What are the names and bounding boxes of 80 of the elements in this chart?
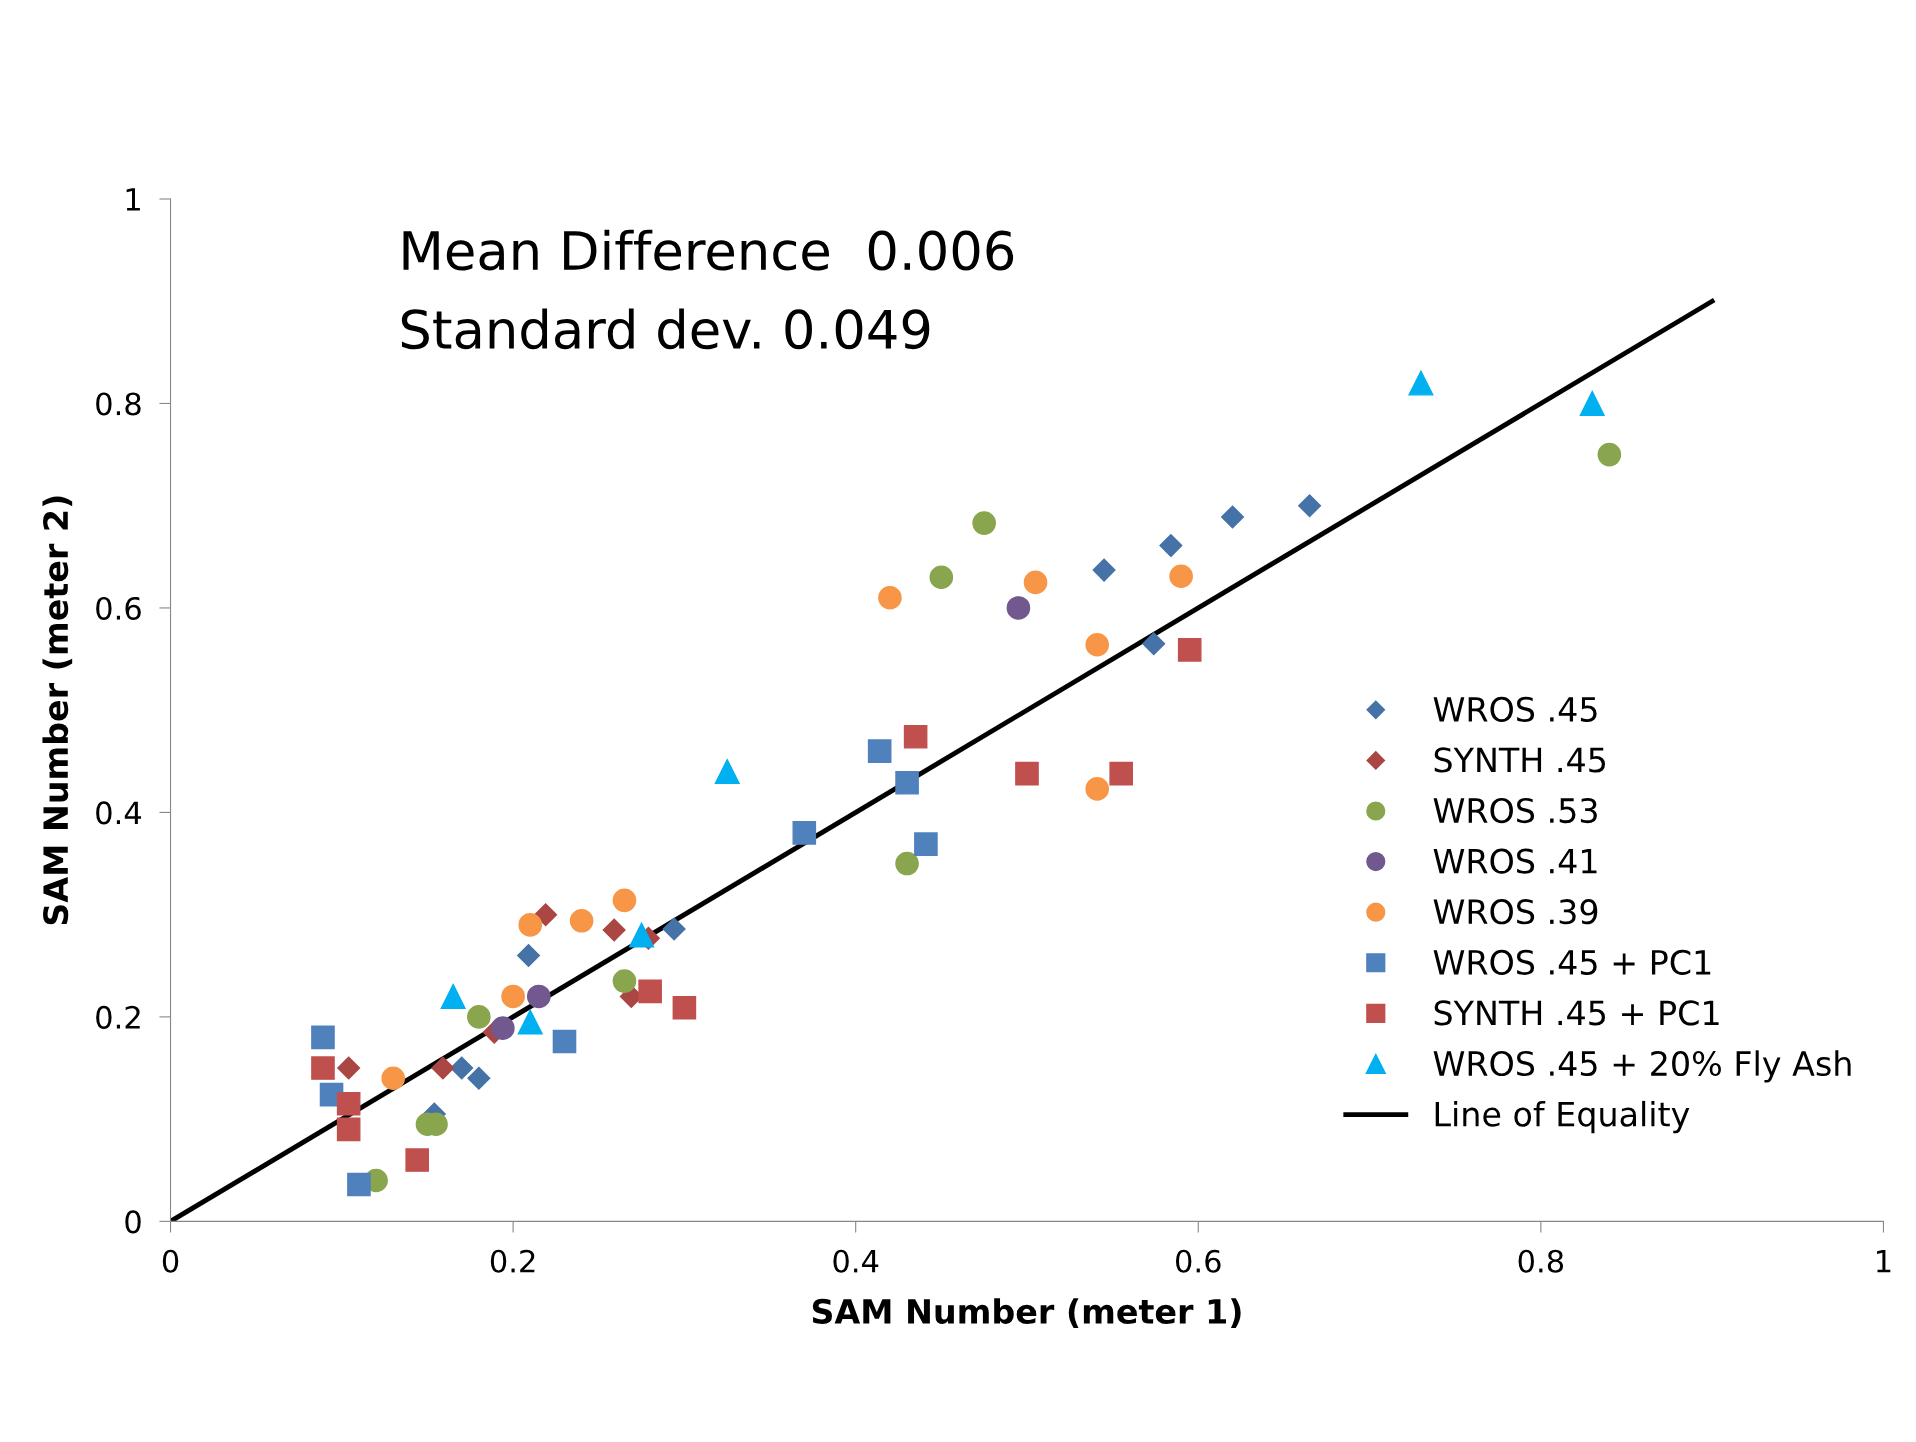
point <box>878 585 902 610</box>
x-tick-label: 0.2 <box>490 1249 535 1273</box>
point <box>1142 632 1166 656</box>
point <box>467 1066 491 1090</box>
point <box>903 724 928 749</box>
legend-label: WROS .41 <box>1433 848 1597 874</box>
point <box>517 1009 543 1035</box>
x-tick-label: 0 <box>162 1249 179 1273</box>
point <box>602 918 626 942</box>
point <box>517 944 541 968</box>
point <box>501 984 525 1009</box>
legend-label: SYNTH .45 <box>1434 747 1606 773</box>
point <box>569 908 594 933</box>
point <box>1015 761 1039 786</box>
y-axis-title: SAM Number (meter 2) <box>42 496 73 925</box>
point <box>431 1056 455 1080</box>
x-tick-label: 1 <box>1877 1250 1891 1273</box>
x-axis-title: SAM Number (meter 1) <box>812 1298 1241 1328</box>
point <box>662 917 686 941</box>
point <box>467 1005 491 1029</box>
annotation: Mean Difference 0.006 <box>403 229 1014 271</box>
point <box>1169 564 1193 589</box>
point <box>450 1056 474 1080</box>
x-tick-label: 0.8 <box>1518 1249 1564 1273</box>
point <box>914 832 938 856</box>
point <box>1023 570 1048 595</box>
point <box>972 511 996 535</box>
point <box>1298 494 1322 518</box>
point <box>895 851 919 876</box>
point <box>311 1025 335 1050</box>
y-tick-label: 0.6 <box>96 596 141 620</box>
point <box>526 984 551 1009</box>
legend-label: WROS .45 + 20% Fly Ash <box>1433 1050 1851 1083</box>
legend-label: WROS .45 + PC1 <box>1433 949 1711 975</box>
point <box>1408 370 1434 396</box>
y-tick-label: 0 <box>125 1210 141 1234</box>
point <box>1006 596 1031 620</box>
point <box>311 1056 335 1080</box>
point <box>534 903 558 927</box>
point <box>1109 761 1133 786</box>
x-tick-label: 0.4 <box>833 1249 879 1273</box>
legend-label: WROS .45 <box>1433 696 1597 722</box>
y-tick-label: 0.2 <box>96 1005 140 1029</box>
point <box>895 770 919 795</box>
legend-label: SYNTH .45 + PC1 <box>1434 1000 1719 1026</box>
point <box>1085 777 1110 801</box>
point <box>638 979 662 1004</box>
point <box>347 1172 371 1197</box>
point <box>672 995 697 1020</box>
point <box>714 759 740 785</box>
x-tick-label: 0.6 <box>1175 1249 1221 1273</box>
point <box>612 969 637 993</box>
point <box>612 888 637 913</box>
point <box>1597 442 1622 467</box>
point <box>381 1066 406 1091</box>
point <box>337 1056 361 1080</box>
point <box>518 913 543 937</box>
legend-label: WROS .53 <box>1433 797 1597 824</box>
point <box>867 739 892 763</box>
y-tick-label: 1 <box>126 188 140 211</box>
legend-label: WROS .39 <box>1433 899 1598 925</box>
point <box>552 1029 577 1054</box>
point <box>405 1148 429 1172</box>
y-tick-label: 0.4 <box>96 801 142 825</box>
point <box>1177 638 1202 662</box>
point <box>491 1016 515 1040</box>
point <box>629 922 655 948</box>
point <box>1579 390 1605 416</box>
point <box>1159 534 1183 558</box>
point <box>336 1091 361 1116</box>
point <box>1092 558 1116 582</box>
point <box>336 1117 361 1142</box>
y-tick-label: 0.8 <box>96 392 141 416</box>
legend-label: Line of Equality <box>1435 1100 1690 1134</box>
point <box>1085 632 1110 657</box>
point <box>440 983 466 1009</box>
annotation: Standard dev. 0.049 <box>401 308 930 350</box>
point <box>1221 505 1245 529</box>
point <box>792 821 817 845</box>
point <box>929 565 954 590</box>
